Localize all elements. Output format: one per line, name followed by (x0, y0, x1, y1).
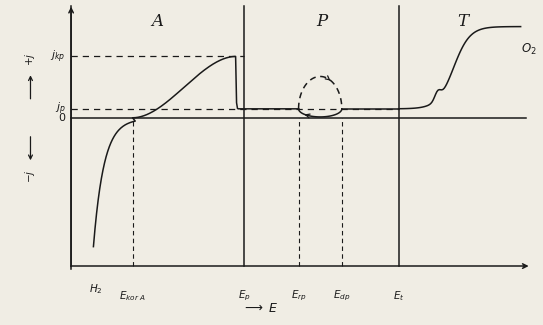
Text: $O_2$: $O_2$ (521, 42, 536, 57)
Text: 0: 0 (59, 113, 66, 123)
Text: A: A (151, 13, 163, 30)
Text: T: T (457, 13, 468, 30)
Text: $E_p$: $E_p$ (238, 289, 250, 303)
Text: $E_t$: $E_t$ (393, 289, 405, 303)
Text: $+j$: $+j$ (23, 52, 37, 66)
Text: $j_{kp}$: $j_{kp}$ (50, 48, 66, 65)
Text: P: P (316, 13, 327, 30)
Text: $-j$: $-j$ (23, 170, 37, 183)
Text: $j_p$: $j_p$ (55, 101, 66, 117)
Text: $E_{rp}$: $E_{rp}$ (291, 289, 306, 303)
Text: $H_2$: $H_2$ (89, 282, 103, 296)
Text: $E_{kor\ A}$: $E_{kor\ A}$ (119, 289, 146, 303)
Text: $E_{dp}$: $E_{dp}$ (333, 289, 351, 303)
Text: $\longrightarrow\ E$: $\longrightarrow\ E$ (242, 302, 279, 315)
